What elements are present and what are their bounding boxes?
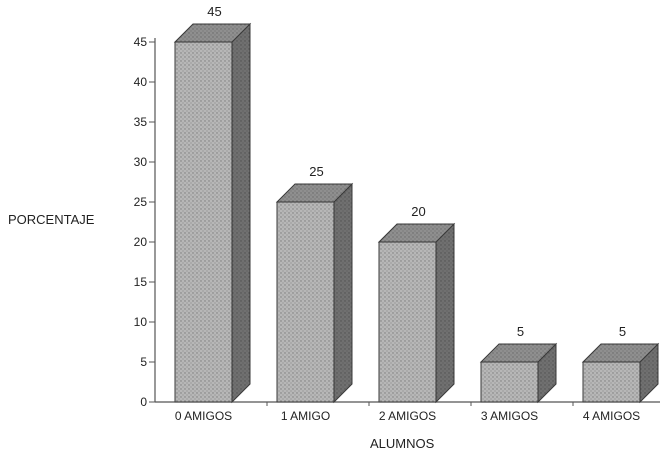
x-tick-label: 4 AMIGOS <box>583 409 640 423</box>
bar-side-face <box>333 182 353 404</box>
y-tick-label: 5 <box>140 355 147 369</box>
bar <box>479 342 558 404</box>
bar-front-face <box>276 201 335 403</box>
y-tick-label: 40 <box>134 75 148 89</box>
x-axis-label: ALUMNOS <box>370 436 435 451</box>
bar-front-face <box>480 361 539 403</box>
labels-layer: 45 0 AMIGOS 25 1 AMIGO 20 2 AMIGOS 5 3 AMIGOS 5 4… <box>175 4 640 423</box>
x-tick-label: 0 AMIGOS <box>175 409 232 423</box>
y-tick-label: 25 <box>134 195 148 209</box>
bar <box>173 22 252 404</box>
bar <box>581 342 660 404</box>
bar-data-label: 25 <box>309 164 323 179</box>
y-tick-label: 20 <box>134 235 148 249</box>
y-tick-label: 10 <box>134 315 148 329</box>
bar-front-face <box>378 241 437 403</box>
bars-layer <box>173 22 660 404</box>
y-tick-label: 15 <box>134 275 148 289</box>
bar-data-label: 45 <box>207 4 221 19</box>
bar-front-face <box>174 41 233 403</box>
y-tick-label: 45 <box>134 35 148 49</box>
bar <box>275 182 354 404</box>
bar-data-label: 5 <box>619 324 626 339</box>
y-tick-label: 0 <box>140 395 147 409</box>
bar-side-face <box>231 22 251 404</box>
bar-data-label: 20 <box>411 204 425 219</box>
x-tick-label: 1 AMIGO <box>281 409 330 423</box>
y-tick-label: 30 <box>134 155 148 169</box>
bar-data-label: 5 <box>517 324 524 339</box>
bar-front-face <box>582 361 641 403</box>
bar <box>377 222 456 404</box>
x-tick-label: 3 AMIGOS <box>481 409 538 423</box>
y-tick-label: 35 <box>134 115 148 129</box>
axes-layer: 0 5 10 15 20 25 30 35 40 45 <box>134 35 660 409</box>
x-tick-label: 2 AMIGOS <box>379 409 436 423</box>
bar-side-face <box>435 222 455 404</box>
y-axis-label: PORCENTAJE <box>8 212 95 227</box>
